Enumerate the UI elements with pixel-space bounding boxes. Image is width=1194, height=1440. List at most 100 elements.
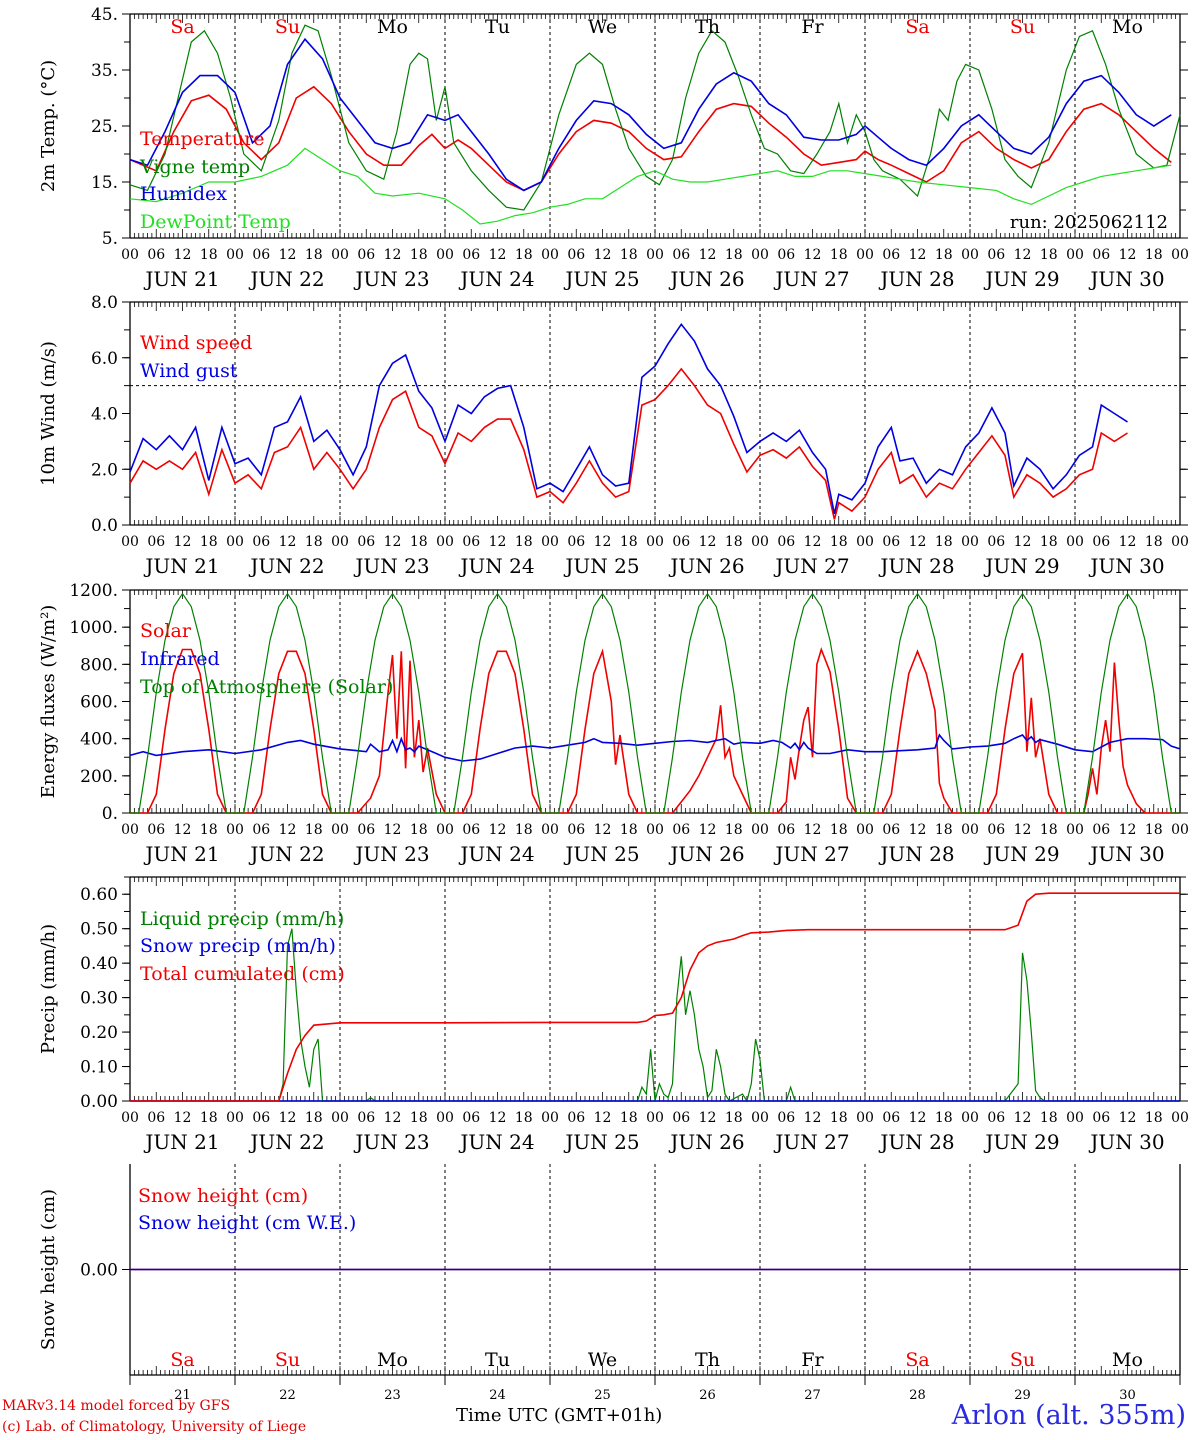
- panel-4: 0.00 0.10 0.20 0.30 0.40 0.50 0.60 Precip (mm/h…: [38, 876, 1189, 1154]
- date-label: JUN 21: [143, 267, 219, 291]
- date-label: JUN 29: [983, 267, 1059, 291]
- weekday-label: Sa: [170, 16, 194, 38]
- date-label: JUN 26: [668, 267, 744, 291]
- date-label: JUN 23: [353, 267, 429, 291]
- hour-tick-label: 06: [987, 247, 1005, 263]
- legend-entry: Infrared: [140, 648, 220, 670]
- hour-tick-label: 00: [646, 1110, 664, 1126]
- hour-tick-label: 00: [961, 822, 979, 838]
- legend-entry: Liquid precip (mm/h): [140, 908, 344, 930]
- y-tick-label: 600.: [80, 693, 118, 713]
- y-tick-label: 0.00: [80, 1261, 118, 1281]
- legend-entry: Wind speed: [140, 332, 252, 354]
- hour-tick-label: 18: [830, 247, 848, 263]
- hour-tick-label: 12: [174, 1110, 192, 1126]
- hour-tick-label: 18: [935, 534, 953, 550]
- hour-tick-label: 06: [567, 1110, 585, 1126]
- hour-tick-label: 06: [1092, 247, 1110, 263]
- hour-tick-label: 18: [1145, 534, 1163, 550]
- weekday-label: Su: [1010, 16, 1035, 38]
- y-tick-label: 5.: [102, 229, 118, 249]
- hour-tick-label: 00: [436, 534, 454, 550]
- hour-tick-label: 18: [935, 1110, 953, 1126]
- weekday-label: Fr: [801, 16, 824, 38]
- hour-tick-label: 12: [1119, 534, 1137, 550]
- y-tick-label: 0.20: [80, 1023, 118, 1043]
- weekday-label: Tu: [485, 1349, 510, 1371]
- hour-tick-label: 12: [909, 534, 927, 550]
- hour-tick-label: 00: [1171, 1110, 1189, 1126]
- hour-tick-label: 00: [331, 247, 349, 263]
- hour-tick-label: 00: [646, 247, 664, 263]
- hour-tick-label: 18: [620, 534, 638, 550]
- date-label: JUN 22: [248, 842, 324, 866]
- hour-tick-label: 12: [1014, 1110, 1032, 1126]
- hour-tick-label: 18: [410, 534, 428, 550]
- y-tick-label: 0.40: [80, 954, 118, 974]
- hour-tick-label: 12: [279, 1110, 297, 1126]
- hour-tick-label: 06: [462, 1110, 480, 1126]
- hour-tick-label: 00: [331, 534, 349, 550]
- hour-tick-label: 06: [882, 534, 900, 550]
- hour-tick-label: 18: [305, 1110, 323, 1126]
- hour-tick-label: 06: [252, 1110, 270, 1126]
- hour-tick-label: 00: [646, 822, 664, 838]
- hour-tick-label: 00: [541, 822, 559, 838]
- legend-entry: Solar: [140, 620, 192, 642]
- hour-tick-label: 06: [1092, 1110, 1110, 1126]
- hour-tick-label: 06: [882, 247, 900, 263]
- panel-1: 5. 15. 25. 35. 45. 2m Temp. (°C) Temperature Vi…: [38, 5, 1189, 291]
- hour-tick-label: 00: [226, 247, 244, 263]
- hour-tick-label: 18: [410, 1110, 428, 1126]
- hour-tick-label: 00: [226, 1110, 244, 1126]
- series-line-3: [129, 37, 1172, 192]
- panel-2: 0.0 2.0 4.0 6.0 8.0 10m Wind (m/s) Wind speed W…: [38, 293, 1189, 578]
- hour-tick-label: 00: [961, 1110, 979, 1126]
- date-label: JUN 24: [458, 1130, 534, 1154]
- y-tick-label: 4.0: [91, 405, 118, 425]
- hour-tick-label: 18: [935, 822, 953, 838]
- panel-5: 0.00 Snow height (cm) Snow height (cm) Snow…: [38, 1164, 1188, 1403]
- weekday-label: Fr: [801, 1349, 824, 1371]
- hour-tick-label: 00: [226, 534, 244, 550]
- hour-tick-label: 00: [751, 1110, 769, 1126]
- hour-tick-label: 00: [436, 1110, 454, 1126]
- hour-tick-label: 12: [699, 247, 717, 263]
- weekday-label: We: [588, 16, 617, 38]
- date-label: JUN 26: [668, 842, 744, 866]
- hour-tick-label: 06: [357, 534, 375, 550]
- series-line-1: [129, 85, 1172, 192]
- hour-tick-label: 00: [1066, 1110, 1084, 1126]
- series-line-1: [129, 367, 1128, 520]
- series-line-2: [129, 322, 1128, 515]
- date-label: JUN 26: [668, 1130, 744, 1154]
- series-line-1: [130, 647, 1180, 814]
- date-label: JUN 25: [563, 842, 639, 866]
- weekday-label: Sa: [905, 1349, 929, 1371]
- date-label: JUN 23: [353, 554, 429, 578]
- hour-tick-label: 06: [672, 1110, 690, 1126]
- y-tick-label: 25.: [91, 117, 118, 137]
- y-tick-label: 400.: [80, 730, 118, 750]
- series-line-2: [129, 733, 1181, 762]
- weekday-label: Mo: [377, 16, 408, 38]
- hour-tick-label: 12: [384, 1110, 402, 1126]
- hour-tick-label: 06: [147, 534, 165, 550]
- date-label: JUN 28: [878, 1130, 954, 1154]
- y-tick-label: 0.10: [80, 1058, 118, 1078]
- hour-tick-label: 12: [174, 822, 192, 838]
- hour-tick-label: 00: [856, 822, 874, 838]
- hour-tick-label: 12: [804, 534, 822, 550]
- hour-tick-label: 18: [515, 534, 533, 550]
- hour-tick-label: 12: [1119, 1110, 1137, 1126]
- y-axis-label: 2m Temp. (°C): [38, 60, 59, 192]
- legend-entry: Snow precip (mm/h): [140, 935, 336, 957]
- weekday-label: Th: [695, 16, 720, 38]
- y-tick-label: 0.30: [80, 989, 118, 1009]
- hour-tick-label: 00: [1066, 534, 1084, 550]
- hour-tick-label: 00: [436, 822, 454, 838]
- hour-tick-label: 12: [279, 534, 297, 550]
- y-axis-label: Snow height (cm): [38, 1189, 59, 1350]
- y-tick-label: 1200.: [69, 581, 118, 601]
- y-tick-label: 15.: [91, 173, 118, 193]
